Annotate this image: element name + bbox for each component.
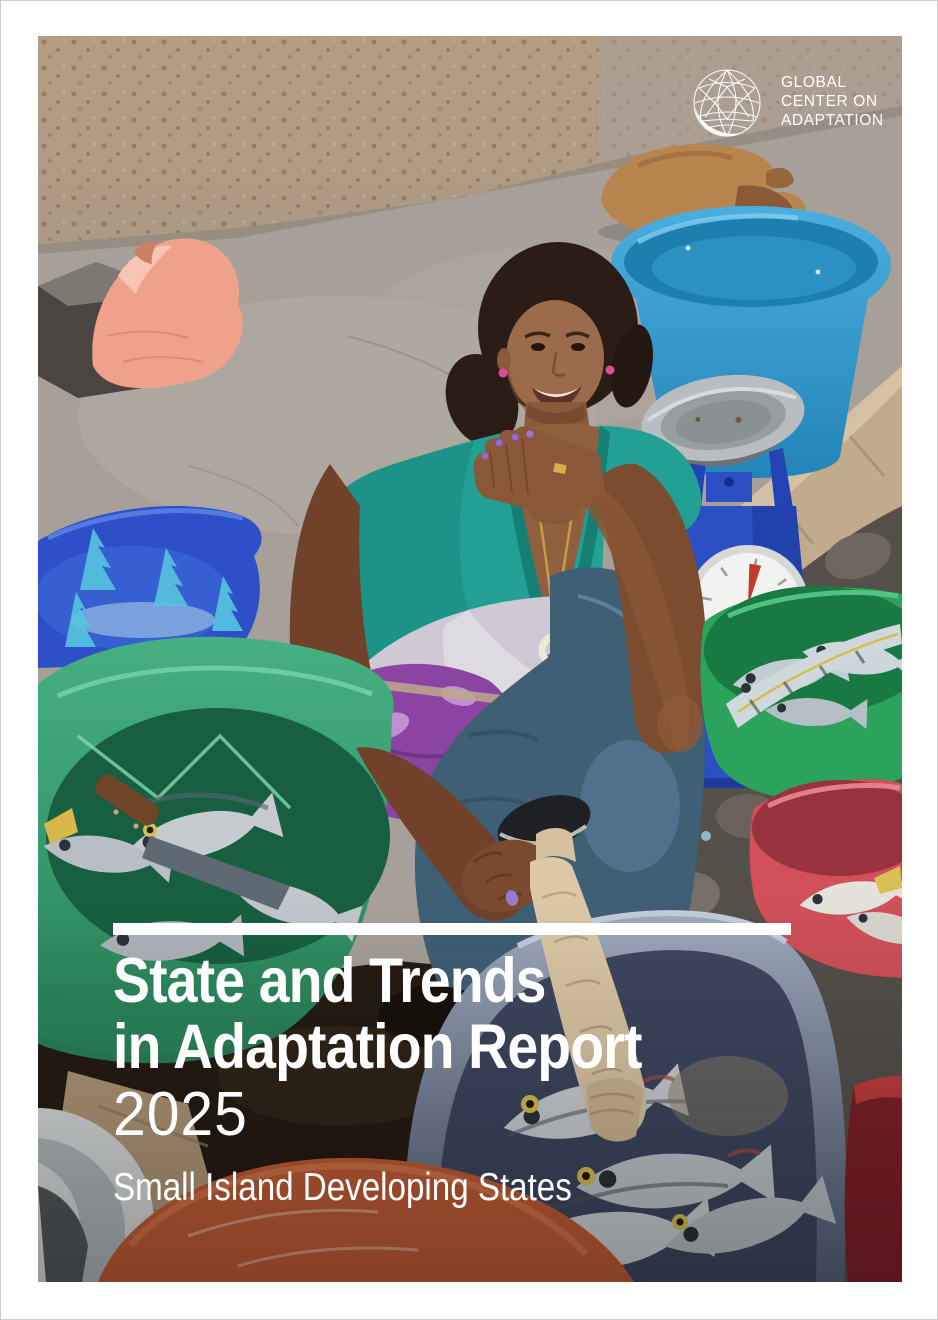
report-title-line2: in Adaptation Report bbox=[113, 1012, 642, 1082]
report-title-line1: State and Trends bbox=[113, 946, 547, 1016]
green-basin-right bbox=[700, 586, 902, 801]
report-year: 2025 bbox=[113, 1080, 248, 1149]
title-block: State and Trends in Adaptation Report 20… bbox=[113, 923, 791, 1211]
plastic-bag bbox=[92, 238, 243, 389]
stone-wall bbox=[38, 36, 902, 254]
logo-wordmark: GLOBAL CENTER ON ADAPTATION bbox=[781, 73, 884, 143]
logo-line-1: GLOBAL bbox=[781, 74, 847, 91]
title-rule bbox=[113, 923, 791, 935]
globe-icon bbox=[693, 69, 761, 137]
blue-pool bbox=[38, 505, 262, 668]
report-title: State and Trends in Adaptation Report bbox=[113, 948, 710, 1080]
fisherwoman-left-arm bbox=[586, 463, 707, 753]
gca-logo: GLOBAL CENTER ON ADAPTATION bbox=[689, 63, 887, 143]
logo-line-2: CENTER ON bbox=[781, 93, 878, 110]
fisherwoman-hand bbox=[473, 426, 606, 524]
report-subtitle: Small Island Developing States bbox=[113, 1166, 572, 1209]
cover-photo bbox=[38, 36, 902, 1282]
photo-bottom-fade bbox=[38, 896, 902, 1282]
logo-line-3: ADAPTATION bbox=[781, 112, 884, 129]
knife bbox=[95, 774, 290, 910]
